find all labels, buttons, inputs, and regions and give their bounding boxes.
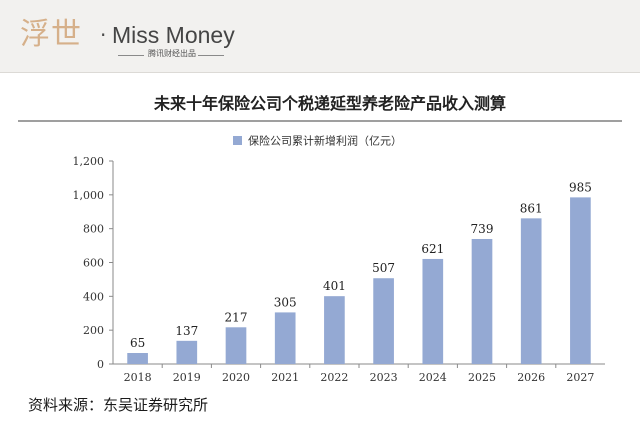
data-label: 137 xyxy=(175,324,198,338)
y-tick-label: 200 xyxy=(83,324,104,337)
data-label: 861 xyxy=(520,201,543,215)
x-tick-label: 2019 xyxy=(173,371,201,384)
x-tick-label: 2018 xyxy=(124,371,152,384)
data-label: 305 xyxy=(274,295,297,309)
bar-2025 xyxy=(471,238,493,364)
subtitle-rule-right xyxy=(198,55,224,56)
y-tick-label: 1,000 xyxy=(73,189,105,202)
chart-area: 未来十年保险公司个税递延型养老险产品收入测算保险公司累计新增利润（亿元） 0 200… xyxy=(0,73,640,424)
bar-2022 xyxy=(324,296,345,364)
y-tick-label: 600 xyxy=(83,257,104,270)
bar-2021 xyxy=(274,312,296,364)
data-label: 65 xyxy=(130,336,145,350)
bar-2026 xyxy=(520,218,542,364)
bar-2018 xyxy=(127,353,148,364)
brand-name: Miss Money xyxy=(112,22,235,48)
subtitle-rule-left xyxy=(118,55,144,56)
data-label: 621 xyxy=(421,242,444,256)
x-tick-label: 2024 xyxy=(419,371,447,384)
logo-mark: 浮世 xyxy=(20,17,82,52)
data-label: 985 xyxy=(569,180,592,194)
data-label: 217 xyxy=(225,310,248,324)
y-tick-label: 400 xyxy=(83,290,104,303)
source-note: 资料来源：东吴证券研究所 xyxy=(28,396,209,414)
x-tick-label: 2026 xyxy=(517,371,545,384)
legend-label: 保险公司累计新增利润（亿元） xyxy=(248,134,402,148)
x-tick-label: 2025 xyxy=(468,371,496,384)
chart-title: 未来十年保险公司个税递延型养老险产品收入测算 xyxy=(153,94,506,113)
y-tick-label: 1,200 xyxy=(73,155,105,168)
data-label: 739 xyxy=(471,222,494,236)
legend-swatch xyxy=(233,136,242,145)
x-tick-label: 2022 xyxy=(320,371,348,384)
data-label: 401 xyxy=(323,279,346,293)
bar-2019 xyxy=(176,340,198,364)
x-tick-label: 2027 xyxy=(566,371,594,384)
bar-2020 xyxy=(225,327,247,364)
logo-separator: · xyxy=(100,23,107,47)
x-tick-label: 2023 xyxy=(370,371,398,384)
y-tick-label: 0 xyxy=(97,358,104,371)
brand-subtitle: 腾讯财经出品 xyxy=(148,49,196,58)
bar-2023 xyxy=(373,278,394,364)
x-tick-label: 2021 xyxy=(271,371,299,384)
x-tick-label: 2020 xyxy=(222,371,250,384)
page-header: 浮世 · Miss Money 腾讯财经出品 xyxy=(0,0,640,73)
y-tick-label: 800 xyxy=(83,223,104,236)
data-label: 507 xyxy=(372,261,395,275)
bar-2024 xyxy=(422,258,444,364)
bar-2027 xyxy=(570,197,591,364)
